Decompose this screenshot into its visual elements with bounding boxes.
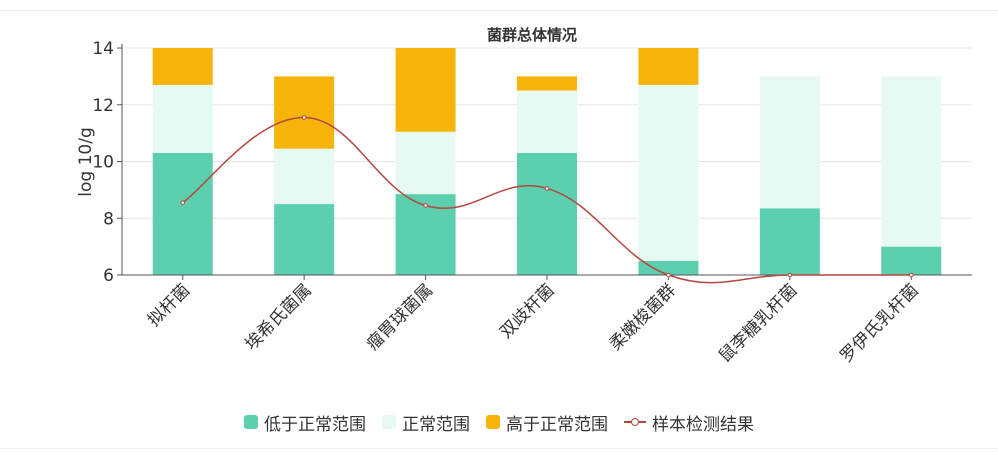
top-divider [0, 10, 998, 11]
x-tick-label: 拟杆菌 [144, 280, 194, 330]
line-series [180, 115, 914, 284]
bar-segment[interactable] [638, 84, 699, 261]
sample-result-point[interactable] [787, 272, 793, 278]
bar-segment[interactable] [395, 131, 456, 195]
y-tick-labels: 6 8 10 12 14 [92, 39, 122, 286]
bar-segment[interactable] [881, 76, 942, 247]
bar-segment[interactable] [274, 148, 335, 205]
x-tick-label: 双歧杆菌 [496, 280, 558, 342]
legend-swatch-below [244, 415, 258, 429]
x-tick-label: 埃希氏菌属 [241, 280, 315, 354]
y-axis-label: log 10/g [76, 127, 96, 196]
bar-segment[interactable] [152, 48, 213, 85]
legend-label-sample: 样本检测结果 [652, 414, 754, 435]
legend-swatch-above [486, 415, 500, 429]
sample-result-point[interactable] [544, 186, 550, 191]
bar-segment[interactable] [274, 204, 335, 275]
bar-segment[interactable] [274, 76, 335, 149]
y-tick-label: 12 [92, 96, 114, 116]
legend-item-below[interactable]: 低于正常范围 [244, 410, 366, 435]
x-tick-label: 鼠李糖乳杆菌 [715, 280, 801, 366]
legend-swatch-normal [382, 415, 396, 429]
y-tick-label: 6 [103, 266, 114, 286]
bar-segment[interactable] [881, 246, 942, 275]
legend-item-sample[interactable]: 样本检测结果 [624, 410, 754, 435]
legend-swatch-sample [624, 415, 646, 429]
bar-segment[interactable] [638, 260, 699, 275]
bar-segment[interactable] [517, 152, 577, 275]
sample-result-point[interactable] [423, 203, 428, 208]
sample-result-point[interactable] [180, 200, 186, 205]
y-tick-label: 14 [92, 39, 114, 59]
x-tick-label: 柔嫩梭菌群 [606, 280, 680, 354]
legend-label-below: 低于正常范围 [264, 414, 366, 435]
bar-segment[interactable] [759, 76, 820, 209]
bottom-divider [0, 448, 998, 449]
y-tick-label: 8 [103, 209, 114, 229]
bar-segment[interactable] [152, 84, 213, 153]
bar-segment[interactable] [395, 48, 456, 132]
legend: 低于正常范围 正常范围 高于正常范围 样本检测结果 [0, 408, 998, 436]
bars [152, 48, 942, 275]
legend-item-above[interactable]: 高于正常范围 [486, 410, 608, 435]
sample-result-point[interactable] [666, 272, 671, 278]
bar-segment[interactable] [759, 208, 820, 275]
x-tick-label: 瘤胃球菌属 [363, 280, 437, 354]
bar-segment[interactable] [517, 76, 577, 91]
sample-result-point[interactable] [301, 115, 307, 120]
legend-label-above: 高于正常范围 [506, 414, 608, 435]
legend-label-normal: 正常范围 [402, 414, 470, 435]
chart-canvas: 菌群总体情况 log 10/g 拟杆菌 埃希氏菌属 瘤胃球菌属 双歧杆菌 柔嫩梭菌群 鼠李… [76, 26, 972, 367]
chart-title: 菌群总体情况 [487, 26, 577, 44]
y-tick-label: 10 [92, 153, 114, 173]
bar-segment[interactable] [638, 48, 699, 85]
x-tick-label: 罗伊氏乳杆菌 [837, 280, 923, 366]
sample-result-point[interactable] [908, 272, 914, 278]
bar-segment[interactable] [152, 152, 213, 275]
bar-segment[interactable] [517, 90, 577, 153]
legend-item-normal[interactable]: 正常范围 [382, 410, 470, 435]
x-tick-labels: 拟杆菌 埃希氏菌属 瘤胃球菌属 双歧杆菌 柔嫩梭菌群 鼠李糖乳杆菌 罗伊氏乳杆菌 [144, 280, 923, 366]
